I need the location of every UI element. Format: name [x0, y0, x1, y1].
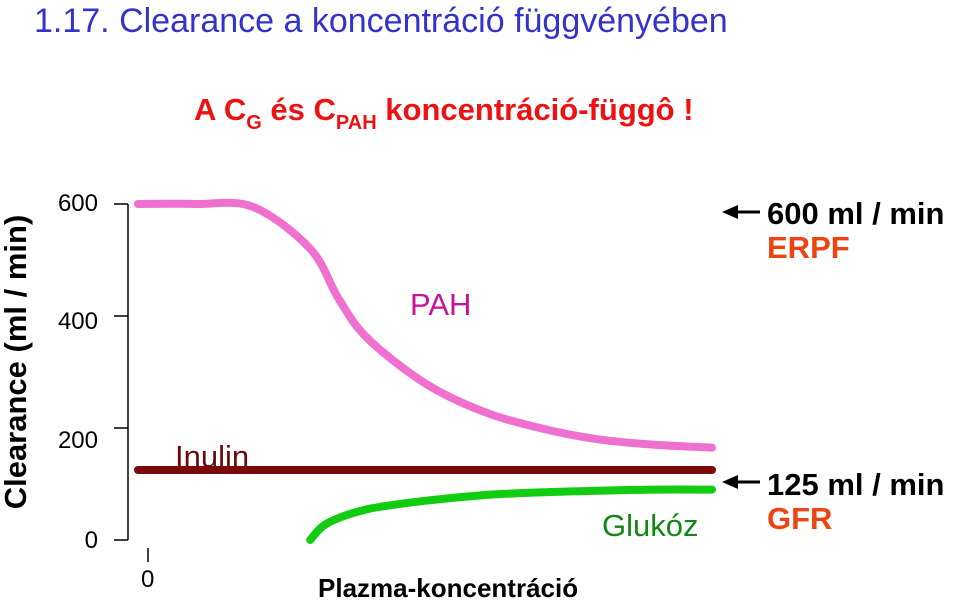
slide-title: 1.17. Clearance a koncentráció függvényé… [34, 2, 728, 40]
chart-axes [114, 203, 149, 562]
annotation-arrows [722, 205, 760, 489]
annotation-erpf-value: 600 ml / min [767, 196, 945, 231]
y-tick-label-600: 600 [57, 190, 98, 217]
annotation-gfr: 125 ml / min GFR [767, 468, 944, 536]
y-axis-ticks [114, 203, 128, 541]
annotation-erpf-tag: ERPF [767, 230, 850, 265]
subtitle-part-rest: koncentráció-függô ! [376, 92, 694, 127]
annotation-erpf: 600 ml / min ERPF [767, 197, 944, 265]
subtitle-part-es: és C [261, 92, 336, 127]
series-label-pah: PAH [410, 287, 472, 322]
x-axis-label: Plazma-koncentráció [318, 573, 579, 603]
y-tick-label-400: 400 [57, 308, 98, 335]
series-label-inulin: Inulin [175, 439, 250, 474]
series-line-pah [134, 198, 716, 452]
annotation-gfr-value: 125 ml / min [767, 467, 945, 502]
y-axis-label: Clearance (ml / min) [0, 214, 33, 510]
subtitle-subscript-g: G [246, 112, 262, 134]
slide-subtitle: A CG és CPAH koncentráció-függô ! [194, 92, 694, 135]
y-tick-label-200: 200 [57, 427, 98, 454]
arrow-erpf [722, 205, 760, 219]
subtitle-part-a: A C [194, 92, 247, 127]
series-group [134, 198, 716, 544]
series-line-glukoz [306, 485, 716, 544]
y-tick-label-0: 0 [84, 527, 98, 554]
annotation-gfr-tag: GFR [767, 501, 833, 536]
x-tick-label-0: 0 [141, 566, 155, 593]
arrow-gfr [722, 475, 760, 489]
subtitle-subscript-pah: PAH [335, 112, 377, 134]
series-label-glukoz: Glukóz [602, 508, 699, 543]
